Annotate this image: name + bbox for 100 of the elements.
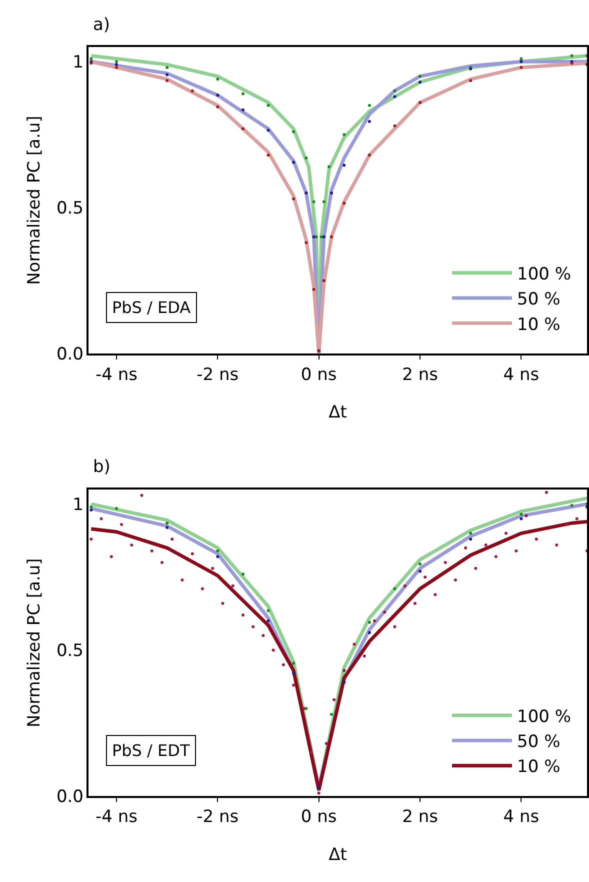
x-tick-label: 4 ns	[503, 807, 540, 828]
x-tick-label: -2 ns	[196, 807, 239, 828]
point	[200, 587, 204, 590]
point	[352, 642, 356, 646]
point	[322, 235, 326, 238]
point	[166, 526, 169, 529]
y-axis-title: Normalized PC [a.u]	[24, 116, 44, 285]
point	[570, 54, 574, 58]
point	[418, 74, 422, 78]
point	[434, 593, 437, 596]
point	[330, 192, 333, 195]
point	[160, 561, 164, 564]
point	[90, 506, 93, 509]
y-tick-label: 0.5	[56, 641, 84, 662]
point	[241, 108, 244, 112]
point	[166, 79, 169, 82]
point	[383, 610, 386, 614]
point	[180, 578, 184, 582]
point	[292, 662, 296, 665]
legend-label: 50 %	[517, 290, 560, 310]
point	[170, 538, 174, 541]
x-axis-title: Δt	[328, 402, 348, 423]
point	[368, 631, 371, 634]
point	[575, 517, 578, 520]
point	[474, 566, 478, 570]
point	[100, 517, 103, 520]
point	[520, 517, 523, 520]
point	[114, 66, 118, 69]
point	[393, 124, 396, 128]
x-axis-title: Δt	[328, 845, 348, 866]
point	[166, 73, 169, 76]
point	[368, 120, 371, 123]
point	[504, 532, 508, 535]
point	[216, 555, 220, 558]
point	[330, 235, 333, 238]
point	[90, 538, 93, 541]
point	[424, 576, 427, 579]
legend-label: 10 %	[517, 757, 560, 778]
point	[266, 154, 270, 157]
point	[520, 512, 523, 516]
x-tick-label: -4 ns	[95, 807, 138, 828]
point	[190, 552, 194, 556]
point	[418, 570, 422, 573]
point	[292, 197, 296, 200]
point	[216, 105, 220, 108]
y-tick-label: 0.0	[56, 787, 84, 808]
x-tick-label: -2 ns	[196, 364, 239, 385]
point	[304, 241, 308, 244]
point	[312, 200, 316, 204]
chart-title: a)	[93, 15, 110, 35]
y-axis-title: Normalized PC [a.u]	[24, 558, 44, 728]
point	[403, 584, 406, 588]
point	[241, 92, 244, 96]
x-tick-label: 2 ns	[402, 807, 438, 828]
point	[140, 494, 144, 497]
annotation: PbS / EDT	[112, 741, 190, 760]
point	[130, 543, 134, 546]
point	[418, 80, 422, 84]
chart-title: b)	[93, 457, 110, 477]
point	[166, 66, 169, 69]
y-tick-label: 0.5	[56, 198, 84, 219]
annotation: PbS / EDA	[112, 298, 191, 317]
point	[302, 706, 306, 710]
point	[368, 154, 371, 157]
point	[292, 130, 296, 134]
point	[262, 634, 265, 637]
y-tick-label: 1	[72, 495, 84, 516]
point	[413, 602, 416, 605]
point	[565, 523, 568, 526]
point	[216, 94, 220, 97]
point	[190, 89, 194, 92]
point	[314, 235, 318, 238]
x-tick-label: 0 ns	[300, 807, 337, 828]
point	[114, 63, 118, 66]
point	[266, 619, 270, 622]
x-tick-label: 2 ns	[402, 364, 438, 385]
point	[150, 549, 154, 552]
point	[282, 663, 285, 666]
point	[322, 200, 326, 204]
point	[393, 95, 396, 98]
point	[362, 654, 366, 658]
point	[464, 546, 468, 550]
point	[520, 57, 523, 60]
point	[272, 648, 275, 652]
point	[342, 164, 346, 167]
point	[520, 66, 523, 69]
point	[469, 532, 472, 535]
point	[312, 235, 316, 238]
point	[241, 572, 244, 576]
point	[524, 514, 528, 518]
point	[312, 288, 316, 291]
point	[304, 192, 308, 195]
point	[241, 127, 244, 130]
point	[545, 490, 548, 494]
point	[216, 549, 220, 552]
point	[221, 602, 224, 605]
point	[484, 543, 488, 546]
point	[266, 104, 270, 107]
x-tick-label: -4 ns	[95, 364, 138, 385]
point	[342, 680, 346, 684]
